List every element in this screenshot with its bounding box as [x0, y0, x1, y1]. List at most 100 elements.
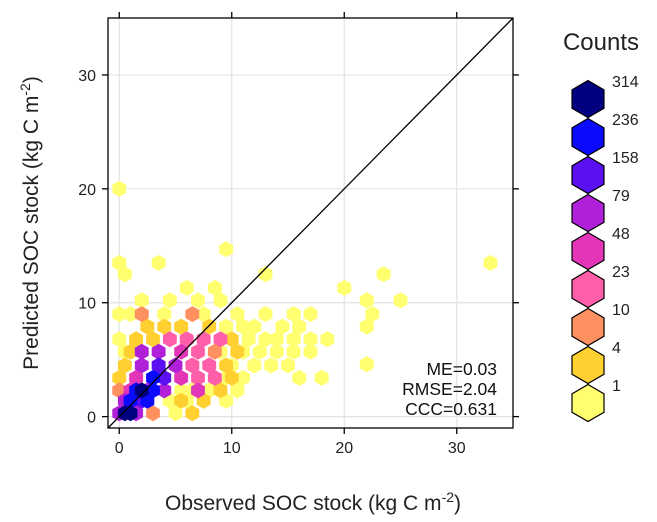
hexbin-cell — [281, 357, 295, 374]
hexbin-cell — [236, 318, 250, 335]
hexbin-cell — [258, 306, 273, 323]
hexbin-cell — [286, 306, 301, 323]
hexbin-cell — [146, 405, 160, 422]
hexbin-cell — [219, 241, 234, 258]
legend-label: 158 — [612, 150, 639, 167]
legend-label: 10 — [612, 302, 630, 319]
hexbin-cell — [230, 382, 245, 399]
hexbin-cell — [168, 405, 183, 422]
hexbin-cell — [146, 369, 160, 386]
hexbin-cell — [174, 382, 189, 399]
hexbin-cell — [236, 369, 250, 386]
hexbin-cell — [112, 254, 127, 271]
y-tick-label: 30 — [78, 68, 96, 85]
hexbin-cell — [365, 306, 380, 323]
hexbin-cell — [191, 382, 205, 399]
hexbin-cell — [134, 357, 149, 374]
hexbin-cell — [129, 331, 144, 348]
hexbin-cell — [292, 369, 307, 386]
hexbin-cell — [129, 369, 144, 386]
hexbin-cell — [224, 369, 239, 386]
hexbin-cell — [134, 382, 149, 399]
hexbin-cell — [376, 266, 391, 283]
hexbin-cell — [151, 254, 166, 271]
hexbin-cell — [191, 343, 205, 360]
legend-label: 1 — [612, 378, 621, 395]
hexbin-cell — [112, 369, 127, 386]
hexbin-cell — [303, 306, 318, 323]
hexbin-cell — [258, 331, 273, 348]
x-tick-label: 30 — [448, 440, 466, 457]
x-tick-label: 0 — [115, 440, 124, 457]
hexbin-cell — [146, 331, 160, 348]
legend-swatch — [571, 117, 605, 157]
hexbin-cell — [185, 306, 200, 323]
legend-swatch — [571, 383, 605, 423]
plot-frame — [107, 17, 514, 429]
hexbin-cell — [483, 254, 498, 271]
hexbin-cell — [151, 357, 166, 374]
hexbin-cells — [112, 180, 498, 422]
hexbin-cell — [157, 306, 172, 323]
hexbin-cell — [123, 306, 138, 323]
hexbin-cell — [247, 318, 262, 335]
hexbin-cell — [134, 343, 149, 360]
hexbin-cell — [337, 279, 352, 296]
hexbin-cell — [264, 357, 279, 374]
hexbin-cell — [168, 357, 183, 374]
hexbin-cell — [196, 306, 211, 323]
hexbin-cell — [191, 369, 205, 386]
hexbin-cell — [157, 382, 172, 399]
hexbin-cell — [213, 331, 228, 348]
y-tick-label: 20 — [78, 182, 96, 199]
hexbin-cell — [393, 292, 408, 309]
legend-swatch — [571, 231, 605, 271]
hexbin-cell — [292, 318, 307, 335]
legend-swatch — [571, 155, 605, 195]
hexbin-cell — [275, 318, 290, 335]
x-tick-label: 20 — [335, 440, 353, 457]
hexbin-cell — [174, 392, 189, 409]
hexbin-cell — [314, 369, 329, 386]
hexbin-cell — [207, 279, 222, 296]
hexbin-cell — [185, 357, 200, 374]
hexbin-cell — [269, 331, 284, 348]
hexbin-cell — [162, 292, 177, 309]
hexbin-cell — [213, 382, 228, 399]
hexbin-cell — [117, 266, 132, 283]
hexbin-cell — [359, 356, 374, 373]
y-axis-title: Predicted SOC stock (kg C m-2) — [17, 76, 43, 370]
hexbin-cell — [157, 318, 172, 335]
hexbin-cell — [247, 357, 262, 374]
hexbin-cell — [191, 292, 205, 309]
legend-label: 236 — [612, 112, 639, 129]
hexbin-cell — [112, 331, 127, 348]
legend-label: 79 — [612, 188, 630, 205]
hexbin-cell — [359, 318, 374, 335]
hexbin-cell — [202, 357, 217, 374]
legend-swatch — [571, 307, 605, 347]
hexbin-cell — [179, 331, 194, 348]
hexbin-cell — [303, 331, 318, 348]
hexbin-cell — [117, 357, 132, 374]
hexbin-cell — [252, 343, 267, 360]
hexbin-cell — [230, 306, 245, 323]
legend-label: 4 — [612, 340, 621, 357]
hexbin-cell — [207, 369, 222, 386]
hexbin-cell — [213, 292, 228, 309]
legend-swatch — [571, 269, 605, 309]
hexbin-cell — [174, 343, 189, 360]
hexbin-cell — [230, 343, 245, 360]
y-tick-label: 10 — [78, 296, 96, 313]
hexbin-cell — [207, 343, 222, 360]
hexbin-cell — [258, 266, 273, 283]
x-axis-title: Observed SOC stock (kg C m-2) — [165, 489, 461, 515]
hexbin-cell — [219, 357, 234, 374]
hexbin-cell — [179, 279, 194, 296]
hexbin-cell — [286, 331, 301, 348]
hexbin-cell — [134, 306, 149, 323]
legend-title: Counts — [563, 29, 639, 56]
hexbin-cell — [174, 369, 189, 386]
legend-swatch — [571, 193, 605, 233]
hexbin-cell — [140, 318, 155, 335]
